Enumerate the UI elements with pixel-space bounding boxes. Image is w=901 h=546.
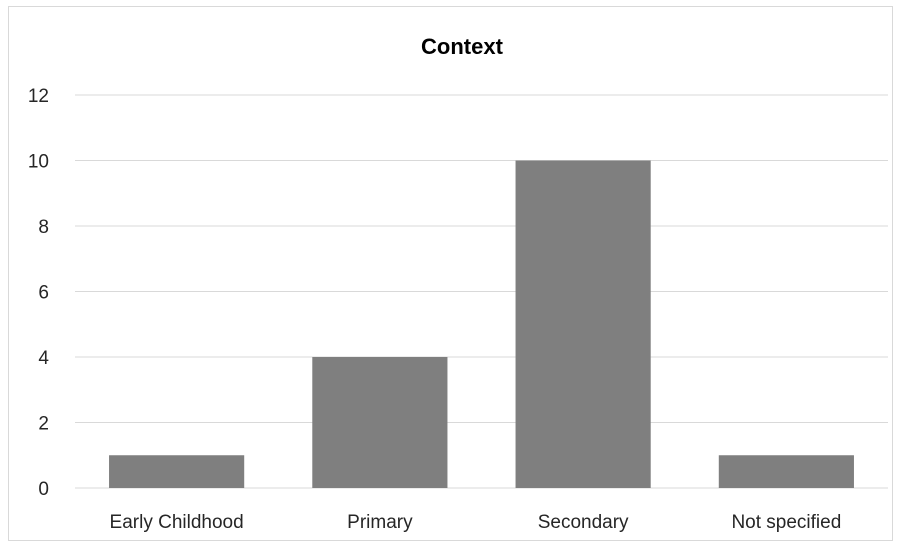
x-category-label: Primary [347, 512, 413, 533]
gridlines [75, 94, 888, 489]
x-category-label: Early Childhood [110, 512, 244, 533]
x-axis-category-labels: Early Childhood Primary Secondary Not speci… [110, 512, 842, 533]
y-tick-label: 8 [38, 217, 49, 238]
bars [109, 160, 854, 488]
y-tick-label: 0 [38, 479, 49, 500]
bar-secondary [515, 160, 651, 488]
y-tick-label: 6 [38, 283, 49, 304]
chart-title: Context [421, 34, 504, 59]
y-tick-label: 4 [38, 348, 49, 369]
x-category-label: Not specified [731, 512, 841, 533]
y-tick-label: 12 [28, 86, 49, 107]
bar-early-childhood [109, 455, 245, 488]
y-tick-label: 10 [28, 152, 49, 173]
x-category-label: Secondary [538, 512, 629, 533]
y-tick-label: 2 [38, 414, 49, 435]
y-axis-ticks: 0 2 4 6 8 10 12 [28, 86, 50, 500]
bar-primary [312, 357, 448, 488]
bar-not-specified [718, 455, 854, 488]
